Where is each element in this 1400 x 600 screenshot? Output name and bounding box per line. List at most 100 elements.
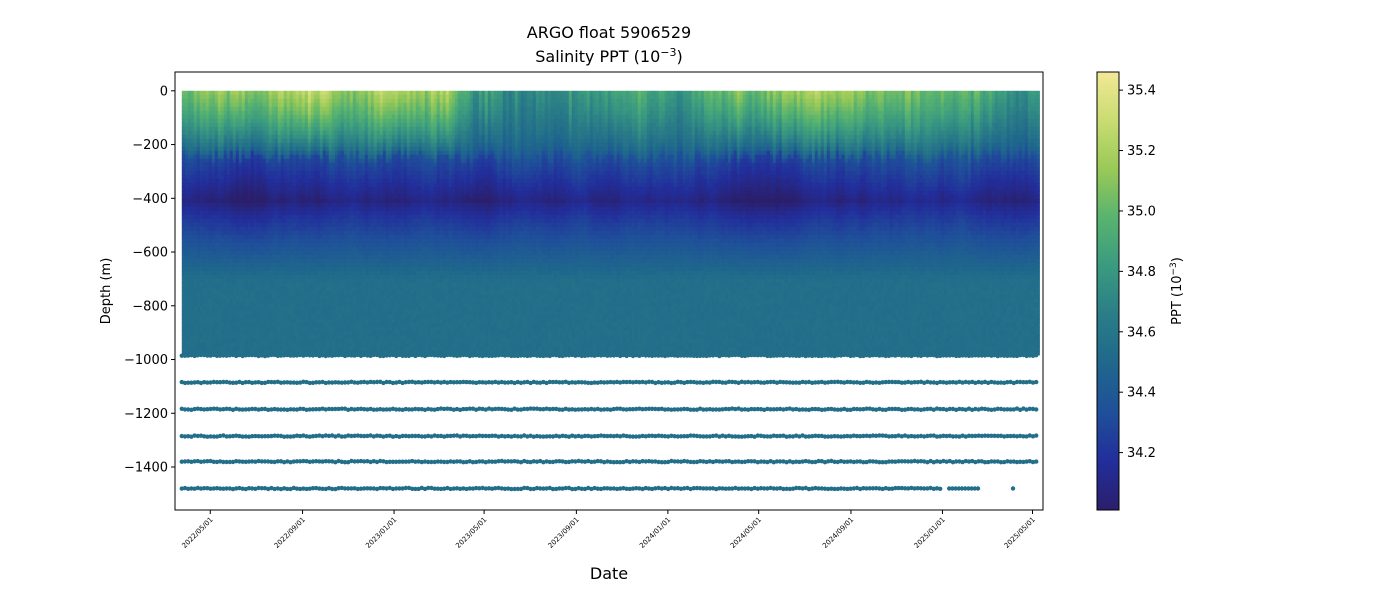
profile-cell [193, 202, 198, 208]
profile-cell [214, 122, 219, 128]
profile-cell [373, 226, 378, 232]
profile-cell [193, 254, 198, 260]
profile-cell [325, 346, 330, 352]
profile-cell [289, 274, 294, 280]
profile-cell [271, 334, 276, 340]
profile-cell [262, 246, 267, 252]
profile-cell [256, 346, 261, 352]
profile-cell [184, 130, 189, 136]
profile-cell [313, 238, 318, 244]
profile-cell [196, 222, 201, 228]
profile-cell [322, 90, 327, 96]
profile-cell [364, 182, 369, 188]
profile-cell [277, 342, 282, 348]
profile-cell [334, 114, 339, 120]
profile-cell [271, 282, 276, 288]
profile-cell [325, 218, 330, 224]
profile-cell [235, 158, 240, 164]
profile-cell [295, 94, 300, 100]
profile-cell [229, 322, 234, 328]
profile-cell [376, 254, 381, 260]
profile-cell [259, 206, 264, 212]
profile-cell [289, 234, 294, 240]
profile-cell [268, 206, 273, 212]
profile-cell [301, 278, 306, 284]
profile-cell [238, 122, 243, 128]
profile-cell [217, 118, 222, 124]
profile-cell [274, 198, 279, 204]
profile-cell [385, 118, 390, 124]
profile-cell [217, 226, 222, 232]
profile-cell [358, 250, 363, 256]
profile-cell [391, 226, 396, 232]
profile-cell [244, 238, 249, 244]
profile-cell [226, 194, 231, 200]
profile-cell [226, 106, 231, 112]
profile-cell [235, 150, 240, 156]
profile-cell [376, 226, 381, 232]
profile-cell [400, 254, 405, 260]
profile-cell [283, 178, 288, 184]
profile-cell [391, 266, 396, 272]
profile-cell [313, 210, 318, 216]
profile-cell [250, 266, 255, 272]
profile-cell [262, 338, 267, 344]
profile-cell [262, 146, 267, 152]
profile-cell [304, 190, 309, 196]
profile-cell [196, 238, 201, 244]
profile-cell [280, 226, 285, 232]
profile-cell [181, 226, 186, 232]
profile-cell [235, 194, 240, 200]
profile-cell [256, 134, 261, 140]
profile-cell [268, 198, 273, 204]
profile-cell [370, 126, 375, 132]
profile-cell [292, 162, 297, 168]
profile-cell [244, 178, 249, 184]
profile-cell [304, 138, 309, 144]
profile-cell [184, 154, 189, 160]
profile-cell [265, 114, 270, 120]
profile-cell [181, 246, 186, 252]
profile-cell [253, 130, 258, 136]
profile-cell [355, 102, 360, 108]
profile-cell [382, 238, 387, 244]
profile-cell [373, 330, 378, 336]
profile-cell [385, 298, 390, 304]
profile-cell [316, 322, 321, 328]
profile-cell [280, 222, 285, 228]
profile-cell [382, 222, 387, 228]
profile-cell [298, 102, 303, 108]
profile-cell [214, 186, 219, 192]
profile-cell [298, 226, 303, 232]
profile-cell [394, 142, 399, 148]
profile-cell [289, 102, 294, 108]
profile-cell [205, 154, 210, 160]
profile-cell [319, 322, 324, 328]
profile-cell [244, 282, 249, 288]
profile-cell [391, 166, 396, 172]
profile-cell [322, 142, 327, 148]
profile-cell [340, 258, 345, 264]
profile-cell [337, 226, 342, 232]
profile-cell [190, 310, 195, 316]
profile-cell [319, 122, 324, 128]
profile-cell [214, 286, 219, 292]
profile-cell [301, 326, 306, 332]
profile-cell [271, 258, 276, 264]
profile-cell [208, 342, 213, 348]
profile-cell [286, 114, 291, 120]
profile-cell [235, 270, 240, 276]
profile-cell [334, 186, 339, 192]
profile-cell [199, 322, 204, 328]
profile-cell [361, 106, 366, 112]
profile-cell [262, 166, 267, 172]
profile-cell [322, 330, 327, 336]
profile-cell [325, 134, 330, 140]
profile-cell [229, 186, 234, 192]
profile-cell [313, 174, 318, 180]
profile-cell [244, 210, 249, 216]
profile-cell [262, 122, 267, 128]
profile-cell [334, 90, 339, 96]
profile-cell [253, 214, 258, 220]
profile-cell [304, 166, 309, 172]
